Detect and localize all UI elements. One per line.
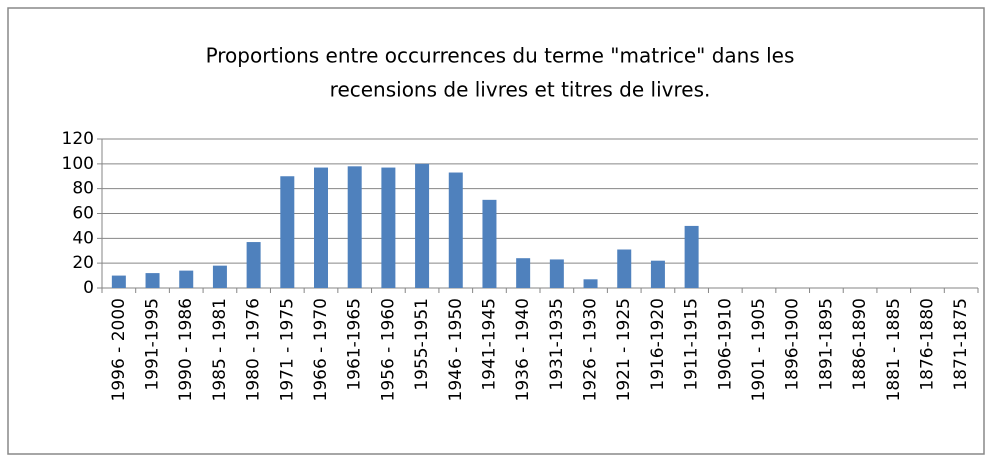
bar: [314, 167, 328, 288]
x-tick-label: 1956 - 1960: [378, 298, 398, 401]
bar: [549, 259, 564, 288]
bar: [617, 249, 632, 288]
y-tick-label: 0: [83, 278, 94, 298]
x-tick-label: 1996 - 2000: [109, 298, 129, 401]
x-tick-label: 1990 - 1986: [176, 298, 196, 401]
x-tick-label: 1921 - 1925: [614, 298, 634, 401]
bar: [381, 167, 396, 288]
x-tick-label: 1936 - 1940: [513, 298, 533, 401]
x-tick-label: 1941-1945: [479, 298, 499, 391]
bar: [145, 273, 160, 288]
bar: [650, 260, 665, 288]
bar: [583, 279, 598, 288]
bar: [212, 265, 227, 288]
x-tick-label: 1916-1920: [648, 298, 668, 391]
x-tick-label: 1926 - 1930: [581, 298, 601, 401]
y-tick-label: 120: [62, 129, 94, 149]
x-tick-label: 1876-1880: [917, 298, 937, 391]
bar: [111, 275, 126, 288]
bar: [516, 258, 531, 288]
chart-title: Proportions entre occurrences du terme "…: [206, 44, 795, 68]
x-tick-label: 1871-1875: [951, 298, 971, 391]
x-tick-label: 1896-1900: [783, 298, 803, 391]
bar: [347, 166, 362, 288]
y-tick-label: 60: [72, 204, 94, 224]
bar: [280, 176, 295, 288]
bar: [246, 242, 261, 288]
y-tick-label: 100: [62, 154, 94, 174]
bar: [179, 270, 194, 288]
y-tick-label: 40: [72, 228, 94, 248]
x-tick-label: 1901 - 1905: [749, 298, 769, 401]
y-tick-label: 80: [72, 179, 94, 199]
x-tick-label: 1955-1951: [412, 298, 432, 391]
x-tick-label: 1961-1965: [345, 298, 365, 391]
bar: [448, 172, 463, 288]
x-tick-label: 1911-1915: [682, 298, 702, 391]
x-tick-label: 1985 - 1981: [210, 298, 230, 401]
x-tick-label: 1881 - 1885: [884, 298, 904, 401]
y-tick-label: 20: [72, 253, 94, 273]
x-tick-label: 1980 - 1976: [244, 298, 264, 401]
chart-title: recensions de livres et titres de livres…: [330, 78, 711, 102]
x-tick-label: 1886-1890: [850, 298, 870, 391]
x-tick-label: 1971 - 1975: [277, 298, 297, 401]
x-tick-label: 1946 - 1950: [446, 298, 466, 401]
x-tick-label: 1931-1935: [547, 298, 567, 391]
bar: [415, 163, 430, 288]
bar: [684, 225, 699, 288]
x-tick-label: 1991-1995: [143, 298, 163, 391]
x-tick-label: 1906-1910: [715, 298, 735, 391]
x-tick-label: 1966 - 1970: [311, 298, 331, 401]
bar: [482, 199, 497, 288]
x-tick-label: 1891-1895: [816, 298, 836, 391]
